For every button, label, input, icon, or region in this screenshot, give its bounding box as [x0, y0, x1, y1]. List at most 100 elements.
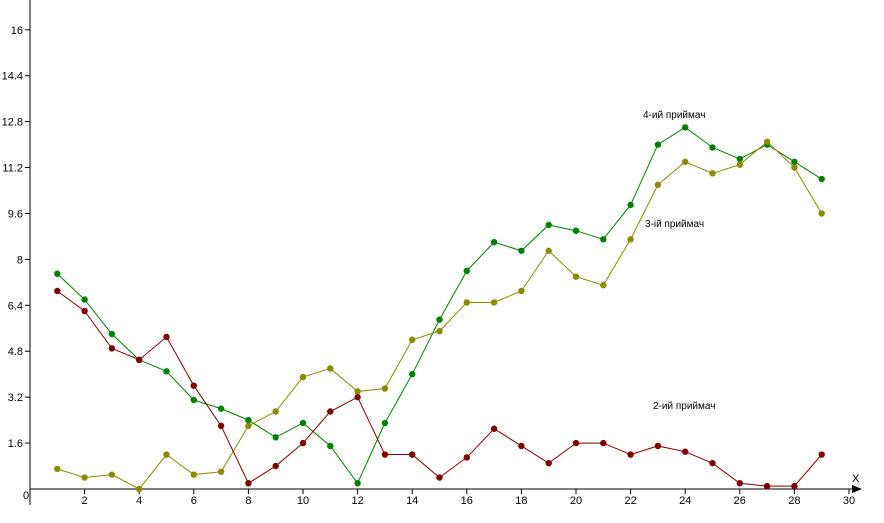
- series-label: 4-ий приймач: [643, 110, 705, 121]
- series-2: [54, 138, 825, 493]
- data-point: [490, 425, 498, 432]
- data-point: [272, 434, 279, 441]
- series-line: [57, 141, 823, 490]
- x-axis-letter: X: [852, 473, 860, 485]
- data-point: [763, 138, 771, 145]
- data-point: [463, 267, 470, 275]
- x-tick-label: 26: [734, 495, 746, 507]
- data-point: [818, 210, 825, 217]
- data-point: [272, 462, 279, 470]
- data-point: [190, 471, 197, 478]
- series-1: [54, 124, 825, 487]
- x-tick-label: 12: [351, 495, 363, 507]
- data-point: [736, 480, 743, 487]
- data-point: [463, 299, 470, 306]
- x-tick-label: 6: [191, 495, 197, 507]
- series-label: 3-ій приймач: [645, 219, 704, 230]
- x-tick-label: 8: [245, 495, 251, 507]
- data-point: [818, 175, 825, 183]
- data-point: [490, 299, 498, 306]
- data-point: [791, 158, 798, 166]
- data-point: [217, 422, 225, 430]
- data-point: [81, 296, 88, 303]
- data-point: [190, 382, 197, 389]
- x-tick-label: 16: [461, 495, 473, 507]
- data-point: [682, 124, 689, 131]
- data-point: [409, 336, 416, 343]
- data-point: [600, 282, 607, 289]
- data-point: [818, 451, 825, 458]
- data-point: [190, 396, 197, 404]
- data-point: [600, 236, 607, 243]
- data-point: [572, 273, 580, 280]
- y-tick-label: 12.8: [2, 117, 23, 129]
- data-point: [272, 408, 279, 415]
- series-layer: [54, 124, 825, 493]
- data-point: [354, 388, 361, 395]
- data-point: [736, 155, 743, 163]
- data-point: [354, 393, 361, 401]
- data-point: [791, 164, 798, 171]
- x-tick-label: 10: [297, 495, 309, 507]
- series-line: [56, 126, 822, 485]
- data-point: [381, 385, 389, 392]
- y-ticks: 1.6 3.2 4.8 6.4 8 9.6 11.2 12.8 14.4 16: [2, 25, 30, 450]
- data-point: [654, 141, 662, 148]
- x-tick-label: 18: [515, 495, 527, 507]
- axes: X 0: [23, 0, 862, 505]
- data-point: [600, 439, 607, 447]
- data-point: [572, 439, 580, 447]
- x-tick-label: 2: [82, 495, 88, 507]
- data-point: [136, 485, 143, 493]
- x-tick-label: 24: [679, 495, 691, 507]
- x-tick-label: 30: [843, 495, 855, 507]
- series-3: [54, 287, 825, 490]
- origin-label: 0: [23, 490, 29, 502]
- x-tick-label: 28: [788, 495, 800, 507]
- data-point: [518, 247, 525, 254]
- data-point: [54, 287, 61, 295]
- data-point: [245, 422, 252, 430]
- data-point: [299, 439, 307, 447]
- data-point: [108, 471, 116, 478]
- data-point: [436, 316, 443, 323]
- y-tick-label: 6.4: [8, 300, 23, 312]
- y-tick-label: 3.2: [8, 392, 23, 404]
- data-point: [163, 451, 170, 458]
- data-point: [518, 287, 525, 295]
- data-point: [381, 451, 389, 458]
- data-point: [409, 451, 416, 458]
- data-point: [736, 161, 743, 168]
- data-point: [327, 365, 334, 372]
- data-point: [217, 468, 225, 475]
- data-point: [245, 416, 252, 424]
- data-point: [436, 474, 443, 481]
- data-point: [627, 236, 634, 243]
- y-tick-label: 14.4: [2, 71, 23, 83]
- data-point: [245, 480, 252, 487]
- series-label: 2-ий приймач: [653, 401, 715, 412]
- data-point: [54, 270, 61, 277]
- data-point: [490, 238, 498, 246]
- x-axis-arrow: [852, 485, 862, 493]
- data-point: [163, 368, 170, 375]
- data-point: [627, 201, 634, 209]
- y-tick-label: 8: [17, 254, 23, 266]
- data-point: [54, 465, 61, 473]
- data-point: [682, 158, 689, 166]
- data-point: [163, 333, 170, 341]
- data-point: [545, 221, 552, 229]
- x-tick-label: 14: [406, 495, 418, 507]
- data-point: [763, 482, 771, 490]
- data-point: [709, 170, 716, 177]
- x-tick-label: 4: [136, 495, 142, 507]
- y-tick-label: 1.6: [8, 438, 23, 450]
- data-point: [81, 307, 88, 315]
- x-ticks: 2 4 6 8 10 12 14 16 18 20 22 24 26 28 30: [82, 489, 855, 507]
- y-tick-label: 11.2: [2, 163, 23, 175]
- data-point: [136, 356, 143, 364]
- data-point: [545, 247, 552, 254]
- data-point: [217, 405, 225, 412]
- y-tick-label: 16: [11, 25, 23, 37]
